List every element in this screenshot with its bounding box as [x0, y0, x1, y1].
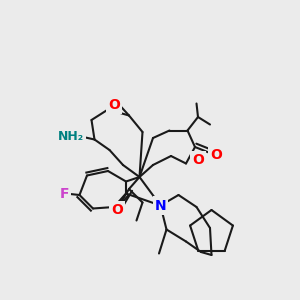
Text: F: F	[60, 187, 69, 200]
Text: N: N	[155, 199, 166, 212]
Text: O: O	[210, 148, 222, 162]
Text: O: O	[108, 98, 120, 112]
Text: O: O	[192, 154, 204, 167]
Text: O: O	[111, 203, 123, 217]
Text: NH₂: NH₂	[57, 130, 84, 143]
